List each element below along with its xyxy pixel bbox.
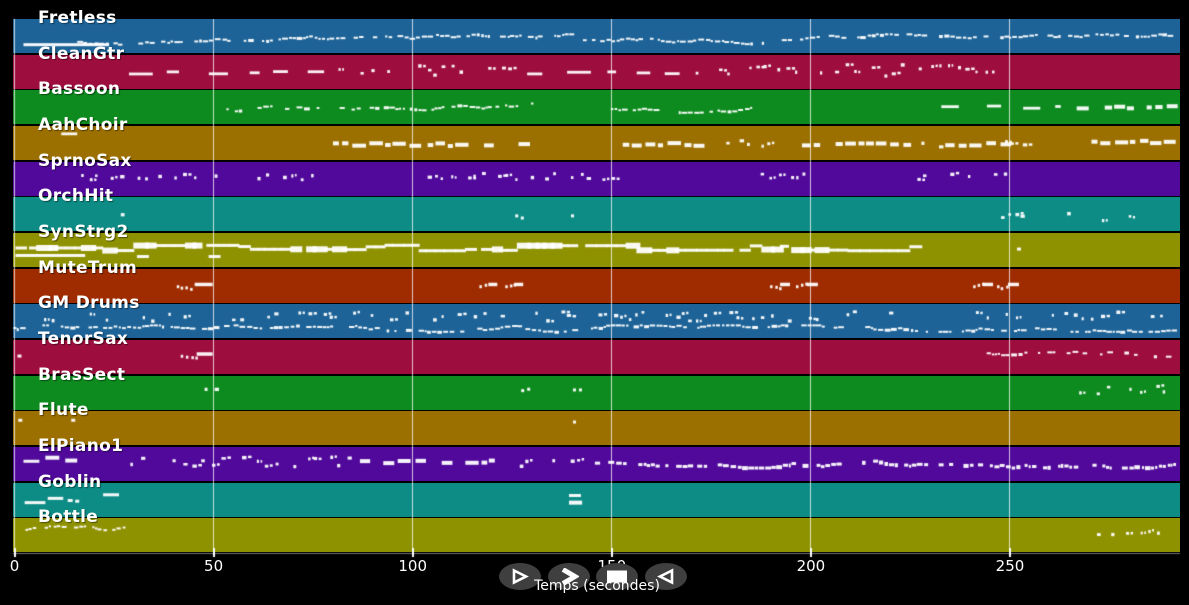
stop-button[interactable] <box>596 563 638 590</box>
axis-tick-label: 200 <box>796 557 826 575</box>
axis-tick-label: 250 <box>995 557 1025 575</box>
axis-tick-label: 0 <box>9 557 20 575</box>
axis-tick-label: 100 <box>398 557 428 575</box>
stop-icon <box>607 570 627 583</box>
play-icon <box>512 568 529 585</box>
rewind-button[interactable] <box>645 563 687 590</box>
play-button[interactable] <box>499 563 541 590</box>
fast-forward-icon <box>561 568 579 585</box>
axis-tick-label: 50 <box>204 557 224 575</box>
axis-title: Temps (secondes) <box>534 578 660 594</box>
rewind-icon <box>657 568 674 585</box>
fast-forward-button[interactable] <box>548 563 590 590</box>
